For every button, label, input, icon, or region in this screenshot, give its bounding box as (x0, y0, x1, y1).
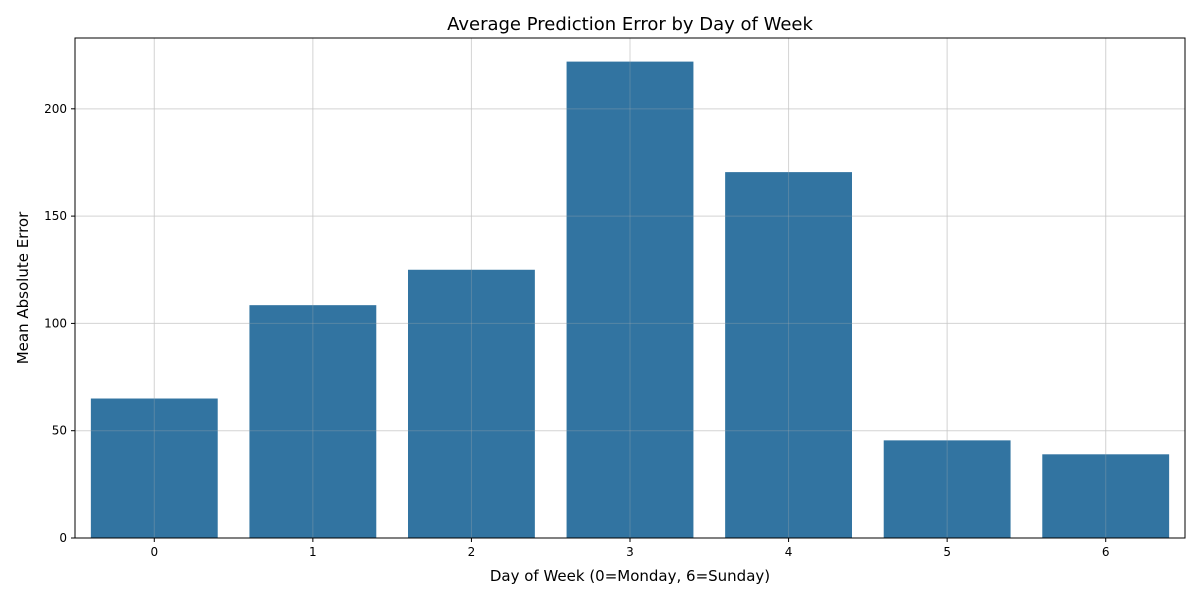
y-tick-label: 150 (44, 209, 67, 223)
x-axis-label: Day of Week (0=Monday, 6=Sunday) (490, 567, 770, 585)
y-tick-label: 50 (52, 424, 67, 438)
grid-lines-overlay (75, 38, 1185, 539)
y-axis-label: Mean Absolute Error (14, 211, 32, 364)
x-tick-label: 6 (1102, 545, 1110, 559)
bar-4 (725, 172, 852, 538)
x-tick-label: 2 (468, 545, 476, 559)
x-tick-label: 4 (785, 545, 793, 559)
y-tick-label: 200 (44, 102, 67, 116)
x-tick-label: 3 (626, 545, 634, 559)
x-tick-label: 5 (943, 545, 951, 559)
x-tick-label: 0 (150, 545, 158, 559)
bar-0 (90, 398, 218, 538)
y-tick-label: 0 (59, 531, 67, 545)
bar-1 (249, 305, 377, 538)
bar-2 (408, 269, 535, 538)
chart-title: Average Prediction Error by Day of Week (447, 14, 813, 35)
y-axis-ticks: 0 50 100 150 200 (44, 102, 75, 545)
x-axis-ticks: 0 1 2 3 4 5 6 (150, 538, 1110, 559)
bar-6 (1042, 454, 1170, 538)
x-tick-label: 1 (309, 545, 317, 559)
y-tick-label: 100 (44, 316, 67, 330)
bars (90, 61, 1170, 538)
bar-3 (566, 61, 694, 538)
bar-5 (883, 440, 1011, 538)
